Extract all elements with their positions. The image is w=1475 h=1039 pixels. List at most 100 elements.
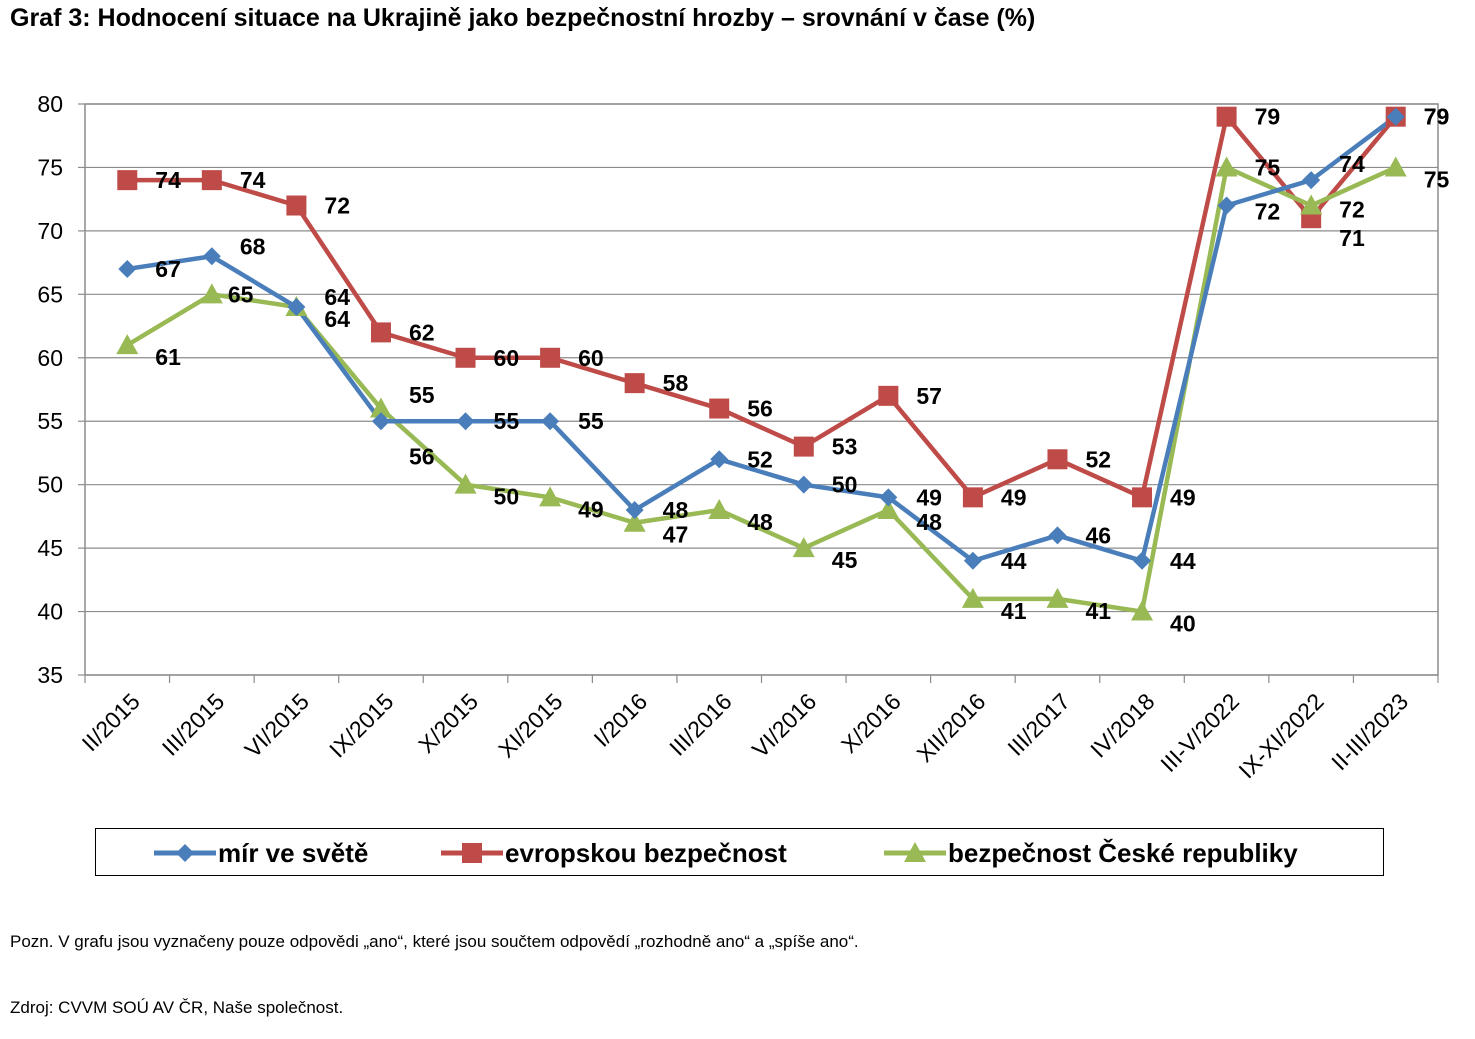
y-tick-label: 75 bbox=[37, 154, 63, 180]
data-point bbox=[541, 412, 560, 431]
data-point bbox=[1133, 551, 1152, 570]
y-tick-label: 35 bbox=[37, 662, 63, 688]
y-tick-label: 55 bbox=[37, 408, 63, 434]
x-tick-label: XI/2015 bbox=[493, 688, 567, 762]
data-label: 74 bbox=[155, 167, 181, 193]
data-label: 72 bbox=[1339, 197, 1365, 223]
data-label: 68 bbox=[240, 233, 266, 259]
data-point bbox=[1132, 487, 1153, 508]
y-tick-label: 50 bbox=[37, 472, 63, 498]
data-point bbox=[961, 587, 984, 608]
data-label: 74 bbox=[1339, 151, 1365, 177]
data-label: 56 bbox=[409, 444, 435, 470]
data-label: 61 bbox=[155, 344, 181, 370]
data-label: 53 bbox=[832, 434, 858, 460]
data-label: 44 bbox=[1170, 548, 1196, 574]
legend-swatch-triangle-icon bbox=[884, 842, 946, 862]
data-point bbox=[794, 475, 813, 494]
legend-item-bezpecnost-cr: bezpečnost České republiky bbox=[884, 837, 1298, 869]
legend-label: mír ve světě bbox=[218, 837, 369, 868]
data-point bbox=[286, 195, 307, 216]
data-point bbox=[540, 347, 561, 368]
data-label: 57 bbox=[916, 383, 942, 409]
legend-marker bbox=[462, 843, 482, 863]
data-label: 60 bbox=[578, 345, 604, 371]
data-point bbox=[1386, 107, 1405, 126]
data-point bbox=[117, 170, 138, 191]
x-tick-label: VI/2016 bbox=[747, 688, 821, 762]
x-tick-label: IV/2018 bbox=[1085, 688, 1159, 762]
data-point bbox=[202, 247, 221, 266]
x-tick-label: IX-XI/2022 bbox=[1233, 688, 1328, 783]
data-label: 67 bbox=[155, 256, 181, 282]
x-tick-label: II/2015 bbox=[77, 688, 145, 756]
data-label: 45 bbox=[832, 547, 858, 573]
legend-swatch-square-icon bbox=[441, 843, 503, 863]
legend-marker bbox=[904, 842, 926, 862]
y-tick-label: 40 bbox=[37, 599, 63, 625]
data-label: 48 bbox=[916, 509, 942, 535]
data-label: 49 bbox=[916, 484, 942, 510]
x-tick-label: VI/2015 bbox=[239, 688, 313, 762]
data-point bbox=[793, 436, 814, 457]
data-label: 64 bbox=[324, 284, 350, 310]
data-label: 75 bbox=[1424, 166, 1450, 192]
data-point bbox=[625, 501, 644, 520]
data-point bbox=[370, 322, 391, 343]
data-label: 64 bbox=[324, 306, 350, 332]
data-label: 41 bbox=[1085, 598, 1111, 624]
data-point bbox=[878, 385, 899, 406]
data-label: 55 bbox=[494, 408, 520, 434]
chart-legend: mír ve světě evropskou bezpečnost bezpeč… bbox=[95, 828, 1384, 876]
data-label: 49 bbox=[1170, 484, 1196, 510]
data-point bbox=[201, 170, 222, 191]
y-tick-label: 80 bbox=[37, 91, 63, 117]
x-tick-label: III-V/2022 bbox=[1155, 688, 1244, 777]
data-point bbox=[456, 412, 475, 431]
plot-area bbox=[84, 103, 1439, 676]
data-label: 72 bbox=[324, 193, 350, 219]
data-point bbox=[200, 283, 223, 304]
data-label: 48 bbox=[663, 497, 689, 523]
data-label: 79 bbox=[1255, 104, 1281, 130]
data-label: 48 bbox=[747, 509, 773, 535]
y-tick-label: 65 bbox=[37, 281, 63, 307]
data-label: 79 bbox=[1424, 104, 1450, 130]
data-point bbox=[877, 499, 900, 520]
data-label: 46 bbox=[1085, 522, 1111, 548]
data-label: 65 bbox=[228, 281, 254, 307]
data-point bbox=[1217, 196, 1236, 215]
data-point bbox=[624, 373, 645, 394]
legend-item-mir-ve-svete: mír ve světě bbox=[154, 837, 368, 869]
data-label: 40 bbox=[1170, 611, 1196, 637]
data-point bbox=[539, 486, 562, 507]
data-label: 50 bbox=[494, 484, 520, 510]
data-label: 41 bbox=[1001, 598, 1027, 624]
data-label: 44 bbox=[1001, 548, 1027, 574]
data-label: 47 bbox=[663, 522, 689, 548]
data-point bbox=[371, 412, 390, 431]
data-point bbox=[710, 450, 729, 469]
data-label: 74 bbox=[240, 167, 266, 193]
y-tick-label: 60 bbox=[37, 345, 63, 371]
data-point bbox=[369, 397, 392, 418]
data-point bbox=[623, 511, 646, 532]
legend-item-evropskou-bezpecnost: evropskou bezpečnost bbox=[441, 837, 787, 869]
data-point bbox=[1302, 171, 1321, 190]
x-tick-label: III/2016 bbox=[664, 688, 737, 761]
chart-source: Zdroj: CVVM SOÚ AV ČR, Naše společnost. bbox=[10, 998, 344, 1017]
data-label: 52 bbox=[747, 446, 773, 472]
chart-title: Graf 3: Hodnocení situace na Ukrajině ja… bbox=[10, 4, 1036, 32]
data-label: 79 bbox=[1424, 104, 1450, 130]
data-label: 72 bbox=[1255, 199, 1281, 225]
data-point bbox=[792, 537, 815, 558]
data-point bbox=[1384, 156, 1407, 177]
series-line bbox=[127, 114, 1398, 500]
data-point bbox=[287, 298, 306, 317]
x-tick-label: II-III/2023 bbox=[1326, 688, 1413, 775]
data-point bbox=[455, 347, 476, 368]
data-point bbox=[1300, 194, 1323, 215]
y-tick-label: 70 bbox=[37, 218, 63, 244]
legend-label: evropskou bezpečnost bbox=[505, 837, 787, 868]
